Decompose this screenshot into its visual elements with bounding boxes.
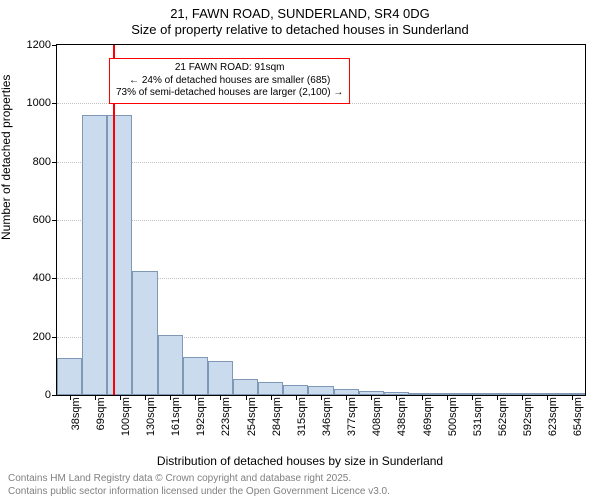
x-tick-label: 130sqm <box>145 379 157 418</box>
annotation-line1: 21 FAWN ROAD: 91sqm <box>116 62 343 75</box>
y-tick-mark <box>52 162 57 163</box>
x-tick-label: 500sqm <box>447 379 459 418</box>
y-tick-mark <box>52 395 57 396</box>
x-tick-label: 592sqm <box>522 379 534 418</box>
histogram-bar <box>132 271 157 395</box>
x-tick-label: 192sqm <box>195 379 207 418</box>
histogram-bar <box>82 115 107 395</box>
y-tick-mark <box>52 220 57 221</box>
y-tick-label: 1200 <box>27 39 51 51</box>
x-tick-label: 654sqm <box>572 379 584 418</box>
x-tick-label: 284sqm <box>271 379 283 418</box>
footer-line1: Contains HM Land Registry data © Crown c… <box>8 473 390 486</box>
y-tick-label: 800 <box>33 156 51 168</box>
y-tick-label: 400 <box>33 272 51 284</box>
footer-line2: Contains public sector information licen… <box>8 486 390 499</box>
chart-container: 21, FAWN ROAD, SUNDERLAND, SR4 0DG Size … <box>0 0 600 500</box>
y-tick-label: 0 <box>45 389 51 401</box>
x-tick-label: 531sqm <box>472 379 484 418</box>
annotation-line2: ← 24% of detached houses are smaller (68… <box>116 75 343 88</box>
x-tick-label: 161sqm <box>170 379 182 418</box>
x-tick-label: 315sqm <box>296 379 308 418</box>
x-axis-label: Distribution of detached houses by size … <box>0 454 600 468</box>
x-tick-label: 377sqm <box>346 379 358 418</box>
x-tick-label: 69sqm <box>95 382 107 415</box>
y-tick-label: 600 <box>33 214 51 226</box>
chart-title-line2: Size of property relative to detached ho… <box>0 22 600 37</box>
chart-title-line1: 21, FAWN ROAD, SUNDERLAND, SR4 0DG <box>0 6 600 21</box>
x-tick-label: 408sqm <box>371 379 383 418</box>
x-tick-label: 346sqm <box>321 379 333 418</box>
annotation-line3: 73% of semi-detached houses are larger (… <box>116 87 343 100</box>
y-axis-label: Number of detached properties <box>0 75 13 240</box>
x-tick-label: 562sqm <box>497 379 509 418</box>
y-tick-mark <box>52 103 57 104</box>
x-tick-label: 623sqm <box>547 379 559 418</box>
annotation-box: 21 FAWN ROAD: 91sqm← 24% of detached hou… <box>109 58 350 104</box>
histogram-bar <box>107 115 132 395</box>
x-tick-label: 469sqm <box>422 379 434 418</box>
gridline <box>57 162 585 163</box>
y-tick-mark <box>52 45 57 46</box>
x-tick-label: 438sqm <box>396 379 408 418</box>
plot-area: 02004006008001000120038sqm69sqm100sqm130… <box>56 44 586 396</box>
x-tick-label: 223sqm <box>220 379 232 418</box>
x-tick-label: 254sqm <box>246 379 258 418</box>
y-tick-mark <box>52 337 57 338</box>
y-tick-mark <box>52 278 57 279</box>
y-tick-label: 1000 <box>27 97 51 109</box>
footer-attribution: Contains HM Land Registry data © Crown c… <box>8 473 390 498</box>
x-tick-label: 100sqm <box>120 379 132 418</box>
x-tick-label: 38sqm <box>70 382 82 415</box>
gridline <box>57 220 585 221</box>
y-tick-label: 200 <box>33 331 51 343</box>
